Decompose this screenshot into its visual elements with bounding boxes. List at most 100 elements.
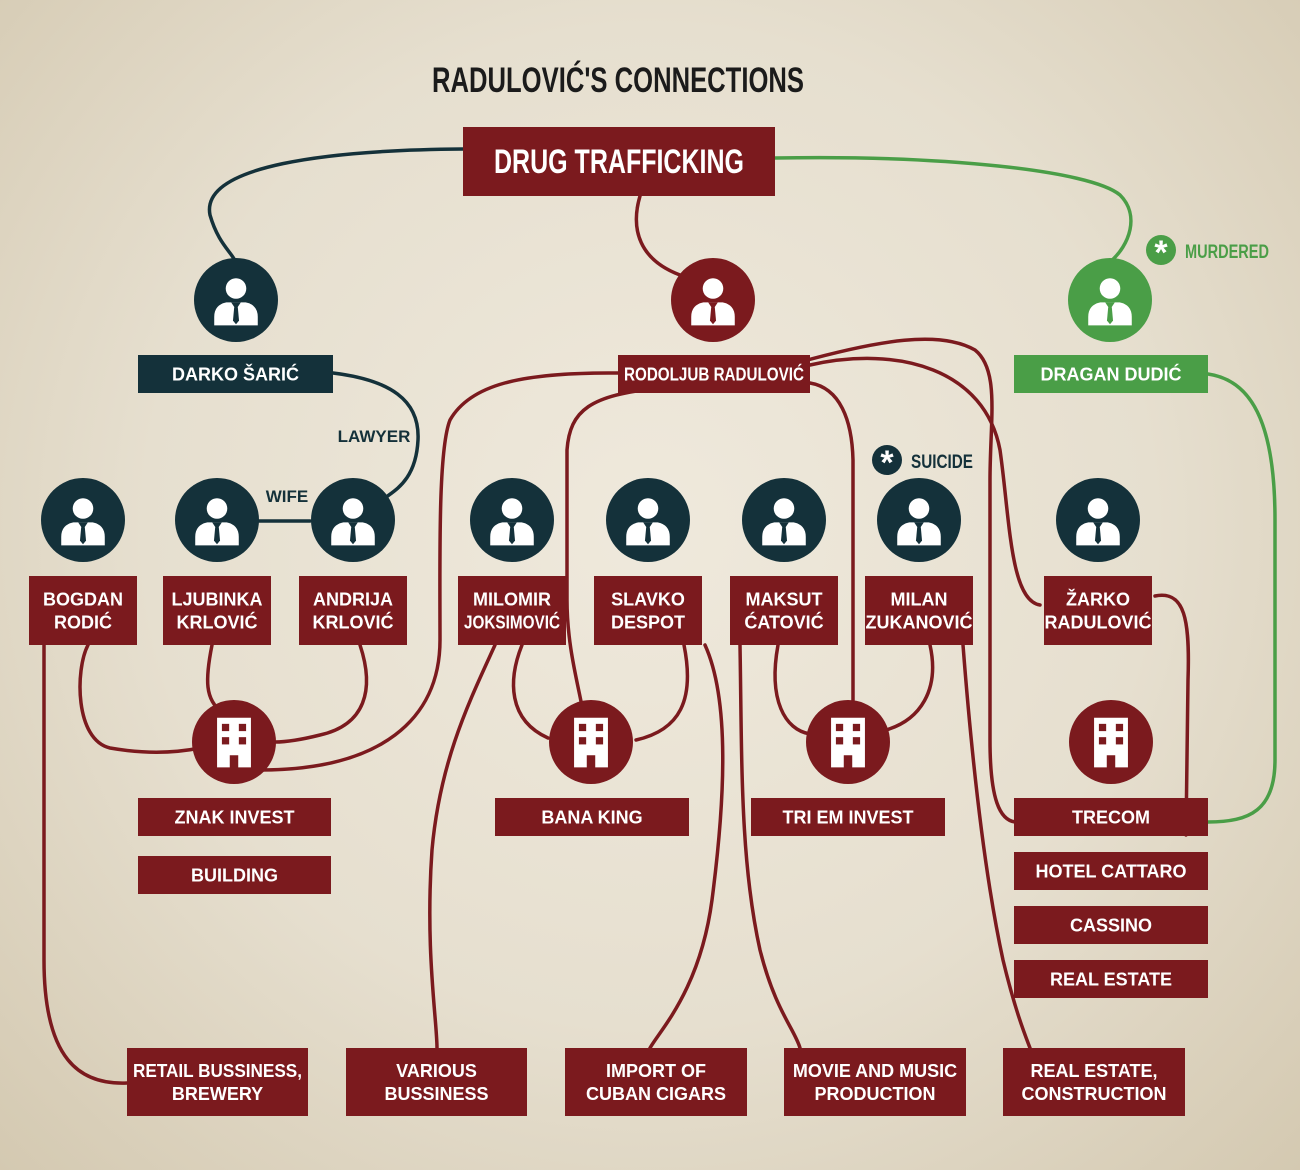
znak-invest-box: ZNAK INVEST [138,798,331,836]
bana-king-box: BANA KING [495,798,689,836]
person-icon-saric [194,258,278,342]
movie-music-box: MOVIE AND MUSIC PRODUCTION [784,1048,966,1116]
slavko-despot-label-box-label: DESPOT [611,613,685,633]
suicide-label: SUICIDE [911,452,973,473]
andrija-krlovic-label-box-label: ANDRIJA [313,589,393,609]
suicide-badge: * SUICIDE [872,444,973,482]
various-business-box: VARIOUS BUSSINESS [346,1048,527,1116]
retail-brewery-box: RETAIL BUSSINESS, BREWERY [127,1048,308,1116]
line-radulovic-to-zarko [808,356,1042,607]
maksut-catovic-label-box-label: ĆATOVIĆ [744,612,823,633]
rodoljub-radulovic-label-box: RODOLJUB RADULOVIĆ [618,355,810,393]
lawyer-label: LAWYER [338,427,411,446]
person-icon-slavko [606,478,690,562]
wife-label: WIFE [266,487,309,506]
trecom-box-label: TRECOM [1072,807,1150,827]
line-radulovic-to-triem [808,381,855,707]
real-estate-box: REAL ESTATE [1014,960,1208,998]
rodoljub-radulovic-label-box-label: RODOLJUB RADULOVIĆ [624,363,804,384]
tri-em-invest-box: TRI EM INVEST [751,798,945,836]
murdered-label: MURDERED [1185,242,1269,263]
line-rodic-to-znak [78,643,202,754]
ljubinka-krlovic-label-box-label: KRLOVIĆ [177,612,258,633]
line-maksut-to-movie [738,643,802,1050]
person-icon-milomir [470,478,554,562]
diagram-title: RADULOVIĆ'S CONNECTIONS [432,60,804,100]
znak-invest-box-label: ZNAK INVEST [174,807,294,827]
line-ljubinka-to-znak [205,643,224,714]
building-box-label: BUILDING [191,865,278,885]
milomir-joksimovic-label-box-label: MILOMIR [473,589,551,609]
ljubinka-krlovic-label-box-label: LJUBINKA [171,589,262,609]
building-box: BUILDING [138,856,331,894]
movie-music-box-label: MOVIE AND MUSIC [793,1061,957,1081]
cassino-box: CASSINO [1014,906,1208,944]
business-layer: RETAIL BUSSINESS, BREWERY VARIOUS BUSSINESS… [127,1048,1185,1116]
bogdan-rodic-label-box-label: BOGDAN [43,589,123,609]
line-saric-lawyer-andrija [331,371,420,500]
line-radulovic-to-bana [565,386,662,720]
line-rodic-to-retail [42,643,129,1085]
slavko-despot-label-box-label: SLAVKO [611,589,685,609]
milan-zukanovic-label-box-label: MILAN [891,589,948,609]
cuban-cigars-box-label: CUBAN CIGARS [586,1084,726,1104]
andrija-krlovic-label-box: ANDRIJA KRLOVIĆ [299,576,407,645]
asterisk-icon: * [880,444,894,482]
murdered-badge: * MURDERED [1146,234,1269,272]
building-icon-triem [806,700,890,784]
line-slavko-to-bana [634,643,690,742]
maksut-catovic-label-box-label: MAKSUT [746,589,823,609]
milomir-joksimovic-label-box: MILOMIR JOKSIMOVIĆ [458,576,566,645]
zarko-radulovic-label-box-label: RADULOVIĆ [1045,612,1152,633]
retail-brewery-box-label: BREWERY [172,1084,263,1104]
retail-brewery-box-label: RETAIL BUSSINESS, [133,1061,302,1081]
line-drug-to-dudic [773,155,1133,264]
dragan-dudic-label-box-label: DRAGAN DUDIĆ [1041,363,1182,384]
line-drug-to-saric [207,147,465,270]
construction-box-label: REAL ESTATE, [1030,1061,1157,1081]
construction-box: REAL ESTATE, CONSTRUCTION [1003,1048,1185,1116]
various-business-box-label: VARIOUS [396,1061,477,1081]
line-zarko-to-hotel [1153,593,1191,837]
drug-trafficking-box: DRUG TRAFFICKING [463,127,775,196]
person-icon-rodic [41,478,125,562]
trecom-box: TRECOM [1014,798,1208,836]
slavko-despot-label-box: SLAVKO DESPOT [594,576,702,645]
building-icon-trecom [1069,700,1153,784]
dragan-dudic-label-box: DRAGAN DUDIĆ [1014,355,1208,393]
connection-lines [42,147,1277,1085]
bogdan-rodic-label-box: BOGDAN RODIĆ [29,576,137,645]
person-icon-ljubinka [175,478,259,562]
company-layer: ZNAK INVEST BUILDING BANA KING TRI EM INVES… [138,700,1208,998]
bogdan-rodic-label-box-label: RODIĆ [54,612,112,633]
line-radulovic-to-trecom [798,337,1017,824]
line-milan-to-construction [961,643,1032,1050]
hotel-cattaro-box-label: HOTEL CATTARO [1036,861,1187,881]
various-business-box-label: BUSSINESS [384,1084,488,1104]
person-icon-zarko [1056,478,1140,562]
line-slavko-to-cigars [648,643,725,1050]
line-milomir-to-bana [511,643,550,740]
person-icon-maksut [742,478,826,562]
line-dudic-to-trecom [1206,372,1277,824]
maksut-catovic-label-box: MAKSUT ĆATOVIĆ [730,576,838,645]
construction-box-label: CONSTRUCTION [1022,1084,1167,1104]
darko-saric-label-box-label: DARKO ŠARIĆ [172,363,299,384]
zarko-radulovic-label-box: ŽARKO RADULOVIĆ [1044,576,1152,645]
drug-trafficking-label: DRUG TRAFFICKING [494,143,744,181]
building-icon-bana [549,700,633,784]
line-andrija-to-znak [273,643,369,744]
real-estate-box-label: REAL ESTATE [1050,969,1172,989]
person-icon-dudic [1068,258,1152,342]
asterisk-icon: * [1154,234,1168,272]
ljubinka-krlovic-label-box: LJUBINKA KRLOVIĆ [163,576,271,645]
hotel-cattaro-box: HOTEL CATTARO [1014,852,1208,890]
milomir-joksimovic-label-box-label: JOKSIMOVIĆ [464,612,560,633]
andrija-krlovic-label-box-label: KRLOVIĆ [313,612,394,633]
zarko-radulovic-label-box-label: ŽARKO [1066,588,1130,609]
line-milomir-to-various [428,643,497,1050]
line-maksut-to-triem [773,643,812,736]
person-icon-milan [877,478,961,562]
